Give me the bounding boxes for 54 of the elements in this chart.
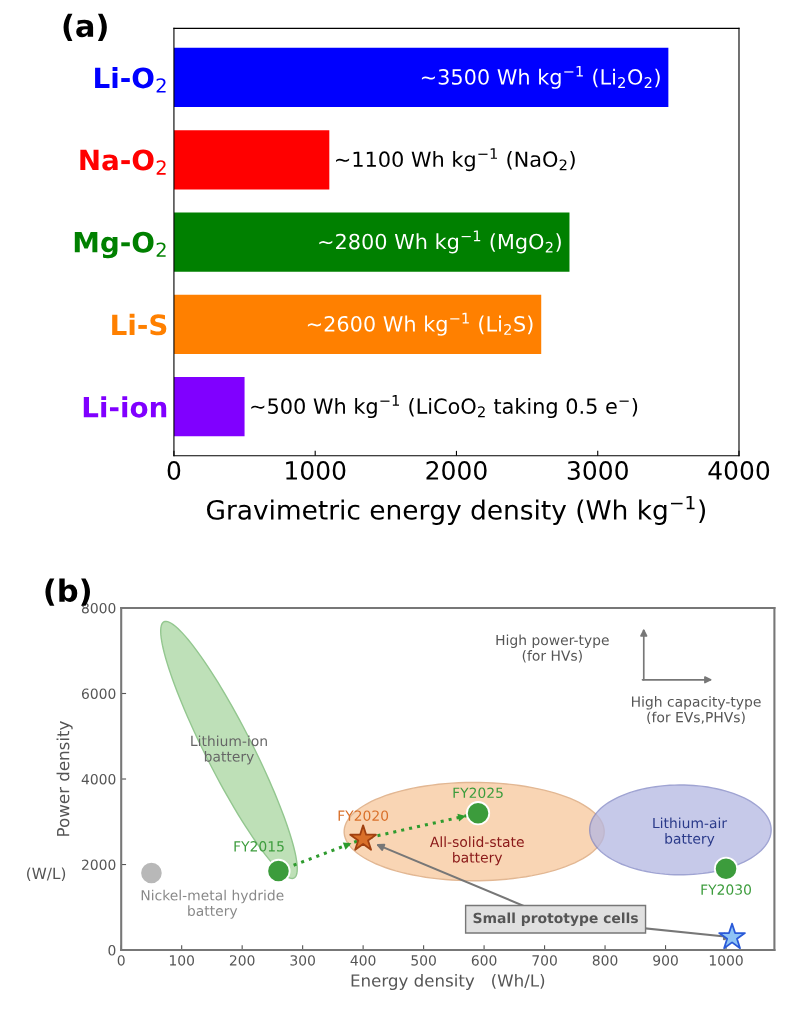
annotation: Lithium-air battery (653, 817, 728, 847)
series-label: FY2020 (338, 810, 389, 821)
y-tick-label: 4000 (81, 773, 116, 785)
bar (173, 47, 669, 108)
data-label: ~3500 Wh kg$^{−1}$ (Li$_{2}$O$_{2}$) (421, 65, 660, 89)
x-tick-label: 3000 (567, 461, 628, 480)
x-tick-label: 1000 (709, 955, 743, 966)
y-tick-label: Na-O$_{2}$ (80, 149, 166, 175)
data-label: ~2800 Wh kg$^{−1}$ (MgO$_{2}$) (319, 230, 561, 254)
point (465, 801, 491, 826)
bar (173, 294, 542, 355)
chart-title: (a) (63, 13, 107, 41)
y-tick-label: 2000 (82, 859, 116, 870)
y-tick-label: 0 (108, 945, 116, 956)
x-tick-label: 900 (653, 955, 678, 966)
y-tick-label: Li-ion (83, 396, 167, 418)
annotation: High power-type (for HVs) (496, 634, 609, 663)
x-tick-label: 1000 (286, 461, 346, 480)
series-label: Nickel-metal hydride battery (141, 889, 284, 919)
x-tick-label: 200 (229, 955, 255, 966)
series-label: FY2025 (453, 787, 503, 799)
x-tick-label: 300 (290, 955, 315, 966)
y-tick-label: Li-S (112, 313, 167, 336)
text: (W/L) (27, 867, 66, 882)
annotation: All-solid-state battery (429, 836, 524, 866)
x-tick-label: 0 (167, 461, 181, 480)
bar (173, 212, 570, 272)
point (718, 922, 746, 950)
x-tick-label: 700 (532, 955, 557, 966)
point (266, 858, 291, 884)
bar (173, 130, 330, 190)
data-label: ~1100 Wh kg$^{−1}$ (NaO$_{2}$) (336, 148, 575, 172)
x-tick-label: 100 (169, 955, 195, 966)
x-tick-label: 500 (411, 955, 436, 966)
y-tick-label: Mg-O$_{2}$ (74, 231, 166, 259)
point (713, 856, 739, 881)
x-tick-label: 400 (350, 955, 376, 966)
data-label: ~2600 Wh kg$^{−1}$ (Li$_{2}$S) (307, 312, 533, 336)
bar (173, 377, 245, 437)
series-label: FY2030 (701, 884, 752, 895)
x-axis-title: Gravimetric energy density (Wh kg$^{−1}$) (206, 495, 705, 525)
point (139, 860, 164, 886)
data-label: ~500 Wh kg$^{−1}$ (LiCoO$_{2}$ taking 0.5 e$^{−}$) (251, 395, 638, 419)
x-axis-title: Energy density (Wh/L) (351, 973, 545, 991)
annotation: High capacity-type (for EVs,PHVs) (632, 696, 761, 725)
point (349, 824, 377, 851)
x-tick-label: 600 (471, 955, 497, 966)
x-tick-label: 800 (592, 955, 618, 966)
x-tick-label: 4000 (708, 461, 770, 480)
annotation: Small prototype cells (473, 912, 638, 927)
x-tick-label: 2000 (426, 461, 487, 480)
y-tick-label: 6000 (81, 688, 116, 699)
y-axis-title: Power density (56, 721, 73, 836)
y-tick-label: Li-O$_{2}$ (95, 66, 166, 93)
